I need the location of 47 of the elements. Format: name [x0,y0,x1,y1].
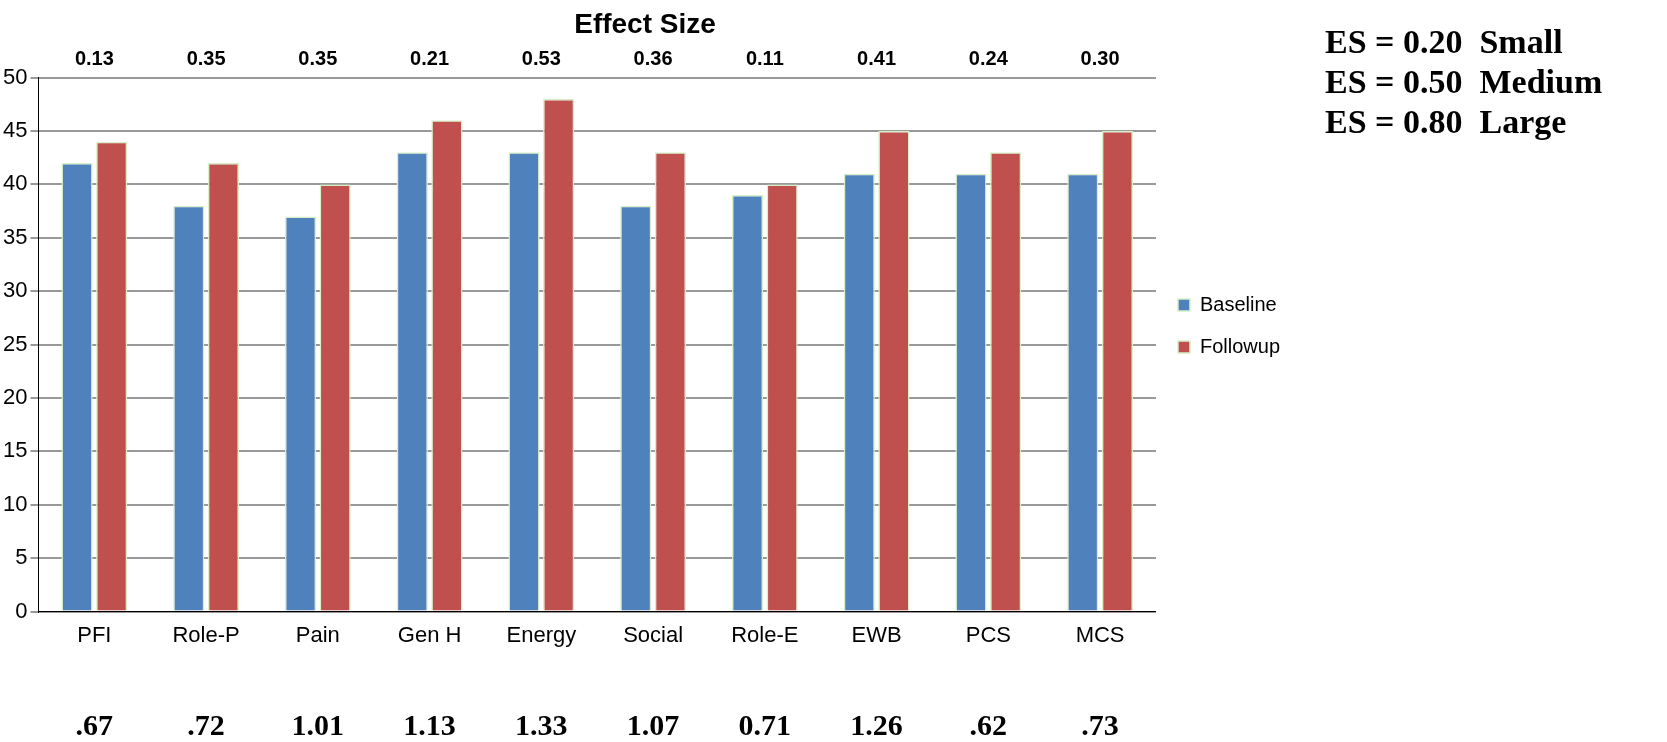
chart-title: Effect Size [574,7,716,39]
text: 1.26 [850,707,903,741]
x-tick-label: PFI [77,621,112,647]
y-tick-label: 0 [15,597,28,623]
text: 0.11 [745,47,784,70]
y-tick-label: 35 [2,223,28,249]
y-tick-label: 5 [15,544,28,570]
text: 0.24 [968,47,1009,70]
text: 0.71 [738,707,792,741]
text: ES = 0.50 Medium [1325,62,1603,102]
x-tick-label: Social [623,621,684,647]
x-tick-label: Role-E [731,621,799,647]
text: 0.36 [633,47,673,70]
text: 0.13 [74,47,114,70]
x-tick-label: MCS [1075,621,1125,647]
text: ES = 0.80 Large [1325,102,1568,142]
y-tick-label: 10 [2,490,28,516]
x-tick-label: Energy [506,621,577,647]
text: 0.41 [857,47,897,70]
text: 0.35 [186,47,226,70]
text: .73 [1081,707,1119,741]
text: 1.07 [626,707,680,741]
text: .62 [969,707,1008,741]
x-tick-label: PCS [965,621,1011,647]
y-tick-label: 15 [2,437,28,463]
text: 1.01 [291,707,345,741]
text: ES = 0.20 Small [1325,22,1564,62]
y-tick-label: 50 [2,63,28,89]
text: 0.21 [410,47,450,70]
text: 0.35 [298,47,338,70]
text: 0.53 [521,47,561,70]
text: 0.30 [1080,47,1120,70]
legend-label: Baseline [1199,292,1277,315]
y-tick-label: 30 [2,277,28,303]
x-tick-label: Role-P [172,621,240,647]
x-tick-label: Pain [295,621,340,647]
y-tick-label: 45 [2,117,28,143]
text: 1.33 [515,707,568,741]
x-tick-label: EWB [851,621,902,647]
y-tick-label: 20 [2,384,28,410]
text: .67 [75,707,114,741]
legend-label: Followup [1199,334,1281,357]
x-tick-label: Gen H [397,621,462,647]
text: .72 [187,707,225,741]
y-tick-label: 25 [2,330,28,356]
y-tick-label: 40 [2,170,28,196]
text: 1.13 [403,707,456,741]
